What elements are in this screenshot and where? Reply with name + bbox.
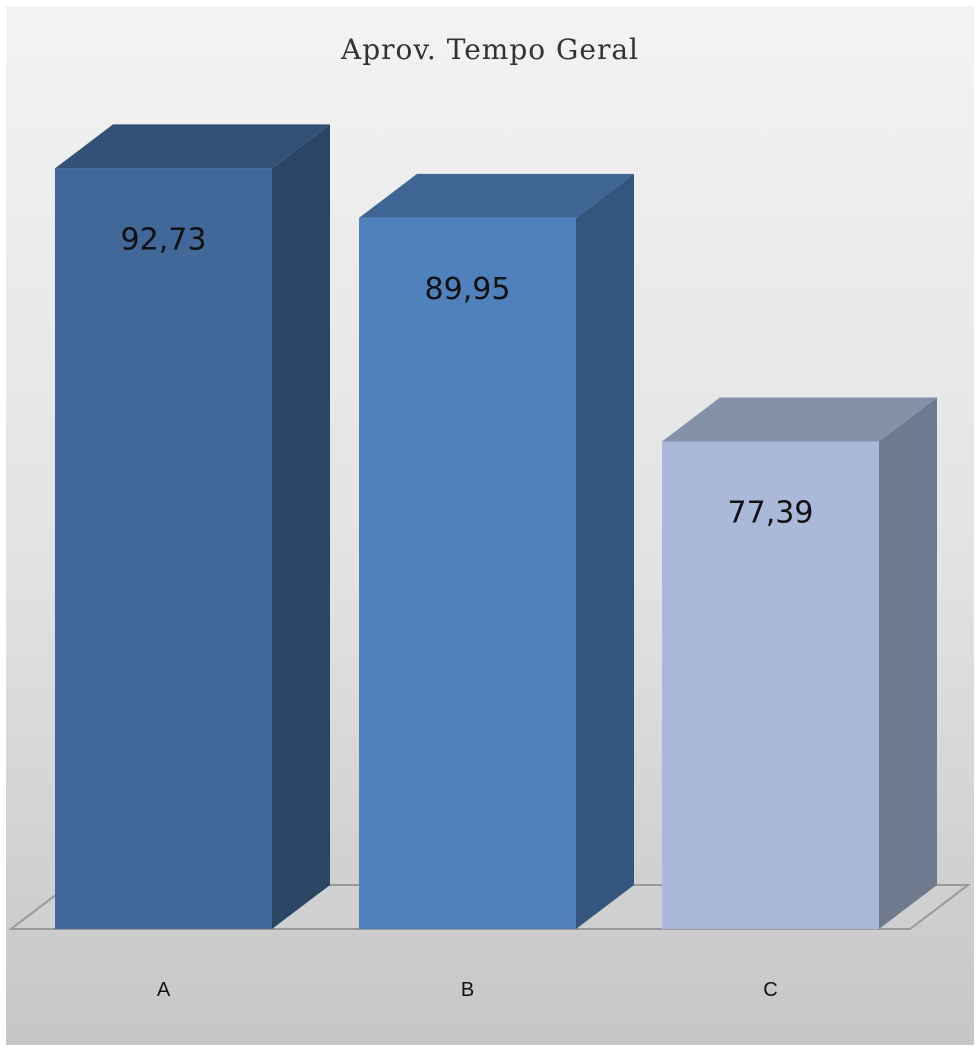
x-tick-label: B	[461, 979, 474, 1001]
chart-title: Aprov. Tempo Geral	[340, 33, 639, 66]
bar-front-face	[662, 441, 879, 929]
data-label: 77,39	[728, 495, 814, 530]
x-tick-label: C	[763, 979, 777, 1001]
bar-top-face	[662, 397, 937, 442]
bar-front-face	[55, 168, 272, 929]
bar-a: 92,73	[55, 124, 330, 929]
chart-area: Aprov. Tempo Geral 92,73 89,95 77,39 A B C	[6, 6, 974, 1045]
bar-chart: Aprov. Tempo Geral 92,73 89,95 77,39 A B C	[8, 33, 971, 1001]
x-tick-label: A	[157, 979, 171, 1001]
x-axis-ticks: A B C	[157, 979, 778, 1001]
bar-side-face	[879, 397, 937, 929]
bar-b: 89,95	[359, 173, 634, 929]
bar-side-face	[576, 173, 634, 929]
bar-top-face	[55, 124, 330, 169]
data-label: 92,73	[121, 222, 207, 257]
bar-top-face	[359, 173, 634, 218]
data-label: 89,95	[425, 272, 511, 307]
bar-c: 77,39	[662, 397, 937, 929]
bars-group: 92,73 89,95 77,39	[55, 124, 937, 929]
bar-side-face	[272, 124, 330, 929]
bar-front-face	[359, 217, 576, 929]
